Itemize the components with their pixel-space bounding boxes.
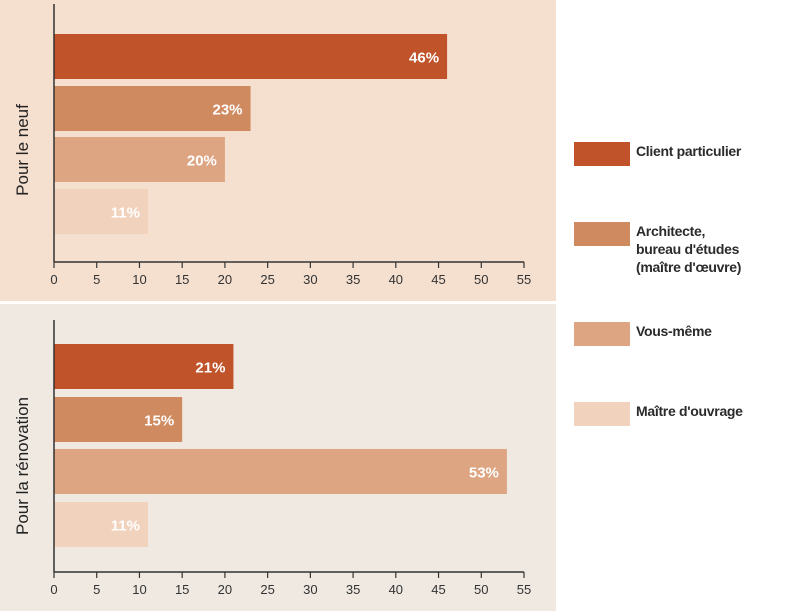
- legend-label: Vous-même: [636, 323, 712, 339]
- x-tick-label: 0: [50, 272, 57, 287]
- bar-value-label: 21%: [195, 360, 225, 377]
- x-tick-label: 45: [431, 582, 445, 597]
- x-tick-label: 35: [346, 272, 360, 287]
- legend-swatch: [574, 322, 630, 346]
- bar-value-label: 53%: [469, 465, 499, 482]
- x-tick-label: 40: [389, 272, 403, 287]
- x-tick-label: 55: [517, 272, 531, 287]
- legend-label: Maître d'ouvrage: [636, 403, 743, 419]
- x-tick-label: 25: [260, 582, 274, 597]
- legend-item-client-particulier: Client particulier: [574, 142, 741, 166]
- chart-panel-renovation: 21% 15% 53% 11% 0 5 10 15 20 25 30 35 40 45 50 55 Pour l…: [13, 320, 531, 597]
- legend-item-architecte: Architecte, bureau d'études (maître d'œu…: [574, 222, 741, 276]
- x-tick-label: 10: [132, 272, 146, 287]
- bar-value-label: 23%: [213, 102, 243, 119]
- x-tick-label: 0: [50, 582, 57, 597]
- bar-4: [54, 502, 148, 547]
- legend-swatch: [574, 142, 630, 166]
- x-tick-label: 45: [431, 272, 445, 287]
- bar-value-label: 20%: [187, 153, 217, 170]
- chart-panel-neuf: 46% 23% 20% 11% 0 5 10 15 20 25 30 35 40 45 50 55 Pour l…: [13, 4, 531, 287]
- bar-1: [54, 344, 234, 389]
- x-tick-label: 40: [389, 582, 403, 597]
- bar-value-label: 11%: [111, 518, 140, 535]
- bar-4: [54, 189, 148, 234]
- x-tick-label: 55: [517, 582, 531, 597]
- x-tick-label: 5: [93, 272, 100, 287]
- x-tick-label: 30: [303, 582, 317, 597]
- x-tick-label: 15: [175, 272, 189, 287]
- bar-1: [54, 34, 448, 79]
- legend: Client particulier Architecte, bureau d'…: [574, 0, 800, 611]
- bar-2: [54, 86, 251, 131]
- bar-value-label: 46%: [409, 50, 439, 67]
- legend-label: Client particulier: [636, 143, 742, 159]
- legend-item-maitre-ouvrage: Maître d'ouvrage: [574, 402, 743, 426]
- bar-3: [54, 137, 225, 182]
- x-tick-label: 15: [175, 582, 189, 597]
- legend-item-vous-meme: Vous-même: [574, 322, 712, 346]
- bar-2: [54, 397, 183, 442]
- bar-value-label: 11%: [111, 205, 140, 222]
- x-tick-label: 25: [260, 272, 274, 287]
- group-label: Pour la rénovation: [13, 397, 32, 535]
- legend-label: Architecte, bureau d'études (maître d'œu…: [636, 223, 742, 275]
- x-tick-label: 35: [346, 582, 360, 597]
- legend-swatch: [574, 402, 630, 426]
- x-tick-label: 30: [303, 272, 317, 287]
- x-tick-label: 5: [93, 582, 100, 597]
- x-tick-label: 10: [132, 582, 146, 597]
- bar-value-label: 15%: [144, 413, 174, 430]
- x-tick-label: 20: [218, 582, 232, 597]
- legend-swatch: [574, 222, 630, 246]
- x-tick-label: 50: [474, 582, 488, 597]
- x-tick-label: 50: [474, 272, 488, 287]
- bar-3: [54, 449, 507, 494]
- x-tick-label: 20: [218, 272, 232, 287]
- group-label: Pour le neuf: [13, 104, 32, 196]
